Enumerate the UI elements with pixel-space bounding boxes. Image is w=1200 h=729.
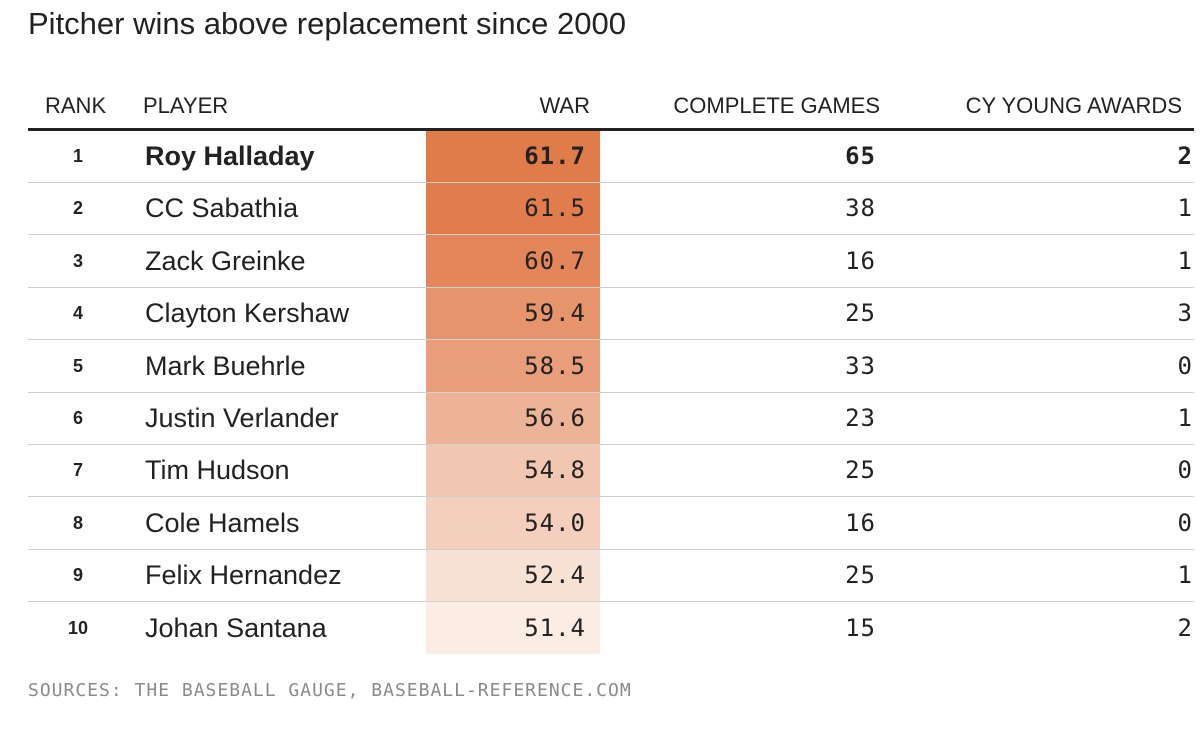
war-heat-cell	[426, 496, 600, 550]
rank-cell: 6	[72, 408, 83, 428]
source-note: SOURCES: THE BASEBALL GAUGE, BASEBALL-RE…	[28, 680, 632, 701]
cy-young-cell: 0	[1177, 456, 1192, 485]
header-rank: RANK	[45, 93, 107, 118]
complete-games-cell: 65	[845, 142, 876, 170]
war-heat-cell	[426, 444, 600, 498]
complete-games-cell: 16	[845, 508, 876, 537]
cy-young-cell: 2	[1177, 613, 1192, 642]
rank-cell: 4	[72, 303, 83, 324]
cy-young-cell: 3	[1177, 299, 1192, 328]
complete-games-cell: 15	[845, 613, 876, 642]
cy-young-cell: 1	[1177, 561, 1192, 590]
player-cell: Justin Verlander	[145, 403, 339, 433]
complete-games-cell: 38	[845, 194, 876, 223]
war-cell-value: 54.8	[524, 456, 586, 485]
table-row: 4 Clayton Kershaw 59.4 25 3	[28, 287, 1194, 341]
war-cell-value: 61.5	[524, 194, 586, 223]
rank-cell: 5	[72, 355, 83, 376]
complete-games-cell: 33	[845, 351, 876, 380]
table-row: 10 Johan Santana 51.4 15 2	[28, 602, 1194, 654]
header-player: PLAYER	[143, 93, 229, 118]
war-heat-cell	[426, 287, 600, 341]
table-row: 2 CC Sabathia 61.5 38 1	[28, 182, 1194, 236]
player-cell: Roy Halladay	[145, 141, 315, 171]
rank-cell: 10	[67, 617, 89, 638]
rank-cell: 9	[72, 565, 83, 586]
war-heat-cell	[426, 601, 600, 655]
war-cell-value: 61.7	[524, 142, 586, 170]
rank-cell: 3	[72, 250, 83, 271]
war-cell-value: 52.4	[524, 561, 586, 590]
complete-games-cell: 25	[845, 456, 876, 485]
war-heat-cell	[426, 339, 600, 393]
war-cell-value: 58.5	[524, 351, 586, 380]
table-row: 6 Justin Verlander 56.6 23 1	[28, 392, 1194, 445]
cy-young-cell: 1	[1177, 194, 1192, 223]
war-cell-value: 60.7	[524, 246, 586, 275]
war-cell-value: 56.6	[524, 404, 586, 432]
complete-games-cell: 16	[845, 246, 876, 275]
player-cell: Tim Hudson	[145, 455, 290, 486]
table-header: RANK PLAYER WAR COMPLETE GAMES CY YOUNG …	[28, 84, 1194, 131]
header-war: WAR	[539, 93, 590, 118]
complete-games-cell: 25	[845, 561, 876, 590]
rank-cell: 2	[72, 198, 83, 219]
cy-young-cell: 2	[1177, 142, 1192, 170]
player-cell: Johan Santana	[145, 612, 327, 643]
header-complete-games: COMPLETE GAMES	[673, 93, 880, 118]
rank-cell: 7	[72, 460, 83, 481]
war-cell-value: 51.4	[524, 613, 586, 642]
complete-games-cell: 23	[845, 404, 876, 432]
header-cy-young-awards: CY YOUNG AWARDS	[965, 93, 1182, 118]
player-cell: Mark Buehrle	[145, 350, 306, 381]
cy-young-cell: 1	[1177, 246, 1192, 275]
cy-young-cell: 0	[1177, 508, 1192, 537]
cy-young-cell: 0	[1177, 351, 1192, 380]
war-heat-cell	[426, 549, 600, 603]
war-heat-column	[426, 130, 600, 655]
chart-title: Pitcher wins above replacement since 200…	[28, 6, 626, 41]
rank-cell: 8	[72, 512, 83, 533]
table-row: 1 Roy Halladay 61.7 65 2	[28, 130, 1194, 183]
player-cell: CC Sabathia	[145, 193, 299, 224]
war-cell-value: 54.0	[524, 508, 586, 537]
war-cell-value: 59.4	[524, 299, 586, 328]
war-heat-cell	[426, 130, 600, 183]
player-cell: Cole Hamels	[145, 507, 300, 538]
table-row: 7 Tim Hudson 54.8 25 0	[28, 444, 1194, 498]
war-heat-cell	[426, 182, 600, 236]
table-row: 3 Zack Greinke 60.7 16 1	[28, 235, 1194, 288]
rank-cell: 1	[72, 146, 83, 166]
table-row: 8 Cole Hamels 54.0 16 0	[28, 497, 1194, 550]
war-heat-cell	[426, 234, 600, 288]
complete-games-cell: 25	[845, 299, 876, 328]
table-row: 5 Mark Buehrle 58.5 33 0	[28, 340, 1194, 393]
cy-young-cell: 1	[1177, 404, 1192, 432]
player-cell: Felix Hernandez	[145, 560, 342, 591]
war-heat-cell	[426, 392, 600, 445]
player-cell: Zack Greinke	[145, 245, 306, 276]
table-row: 9 Felix Hernandez 52.4 25 1	[28, 549, 1194, 603]
player-cell: Clayton Kershaw	[145, 298, 350, 329]
